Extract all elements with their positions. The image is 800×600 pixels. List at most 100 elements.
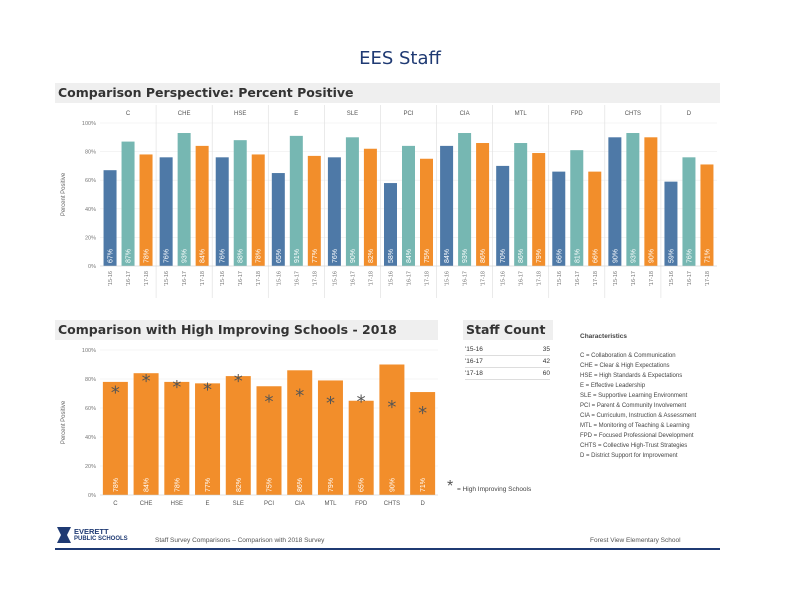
data-label: 76% [164,249,171,263]
characteristic-item: CIA = Curriculum, Instruction & Assessme… [580,413,697,419]
x-tick-label: '15-16 [220,271,226,286]
x-tick-label: CIA [295,501,305,507]
bar [514,143,528,266]
x-tick-label: '16-17 [294,271,300,286]
bar [532,153,546,266]
staff-year: '15-16 [465,346,483,353]
data-label: 86% [518,249,525,263]
chart2: Percent Positive 0% 20% 40% 60% 80% 100% 78% C * 8… [61,348,438,507]
bar [327,157,341,266]
x-tick-label: '15-16 [389,271,395,286]
high-improving-marker: * [111,383,120,404]
y-tick-label: 100% [82,348,96,354]
staff-count-header: Staff Count [463,320,553,340]
x-tick-label: '16-17 [182,271,188,286]
data-label: 93% [182,249,189,263]
bar [164,381,190,495]
x-tick-label: '15-16 [613,271,619,286]
x-tick-label: '17-18 [144,271,150,286]
x-tick-label: '16-17 [238,271,244,286]
y-tick-label: 40% [85,435,96,441]
group-label: E [294,111,298,117]
x-tick-label: MTL [324,501,337,507]
data-label: 75% [424,249,431,263]
bar [410,392,436,495]
staff-count-value: 42 [542,358,550,365]
data-label: 91% [294,249,301,263]
bar [626,133,640,266]
bar [195,145,209,266]
bar [133,373,159,495]
data-label: 84% [144,478,151,492]
panel1-header: Comparison Perspective: Percent Positive [55,83,720,103]
x-tick-label: '17-18 [649,271,655,286]
x-tick-label: C [113,501,118,507]
x-tick-label: '16-17 [407,271,413,286]
footer-divider [55,548,720,550]
group-label: D [687,111,692,117]
data-label: 84% [406,249,413,263]
data-label: 90% [648,249,655,263]
characteristic-item: FPD = Focused Professional Development [580,433,694,439]
footer-right-text: Forest View Elementary School [590,537,681,544]
data-label: 70% [500,249,507,263]
data-label: 78% [174,478,181,492]
data-label: 79% [328,478,335,492]
bar [440,145,454,266]
x-tick-label: '16-17 [463,271,469,286]
x-tick-label: '15-16 [276,271,282,286]
bar [103,170,117,266]
y-tick-label: 60% [85,406,96,412]
x-tick-label: CHTS [384,501,400,507]
x-tick-label: '16-17 [687,271,693,286]
x-tick-label: PCI [264,501,274,507]
x-tick-label: '16-17 [126,271,132,286]
high-improving-marker: * [234,371,243,392]
group-label: CHTS [625,111,641,117]
bar [420,158,433,266]
x-tick-label: '16-17 [575,271,581,286]
data-label: 76% [332,249,339,263]
chart1: Percent Positive 0% 20% 40% 60% 80% 100% C 67% '1… [61,105,717,298]
x-tick-label: '15-16 [669,271,675,286]
data-label: 65% [276,249,283,263]
data-label: 77% [312,249,319,263]
x-tick-label: '17-18 [705,271,711,286]
data-label: 90% [612,249,619,263]
y-tick-label: 80% [85,150,96,156]
bar [588,171,602,266]
bar [317,380,343,495]
x-tick-label: '15-16 [557,271,563,286]
bar [256,386,282,495]
bar [215,157,229,266]
staff-year: '16-17 [465,358,483,365]
high-improving-marker: * [203,380,212,401]
y-axis-label: Percent Positive [61,400,67,444]
x-tick-label: '17-18 [593,271,599,286]
bar [307,155,321,266]
x-tick-label: '15-16 [108,271,114,286]
characteristics-title: Characteristics [580,333,627,340]
bar [496,165,510,266]
logo-mark-icon [57,527,71,543]
group-label: HSE [234,111,246,117]
data-label: 79% [536,249,543,263]
x-tick-label: '16-17 [631,271,637,286]
bar [251,154,265,266]
x-tick-label: CHE [140,501,153,507]
bar [570,150,584,266]
x-tick-label: SLE [233,501,244,507]
group-label: PCI [403,111,413,117]
high-improving-marker: * [326,393,335,414]
data-label: 71% [704,249,711,263]
bar [345,137,359,266]
x-tick-label: '17-18 [481,271,487,286]
asterisk-icon: * [447,478,454,495]
y-tick-label: 20% [85,464,96,470]
bar [102,381,128,495]
characteristic-item: CHE = Clear & High Expectations [580,363,670,369]
y-tick-label: 0% [88,493,96,499]
bar [287,370,313,495]
bar [289,135,303,266]
staff-row: '15-16 35 [465,345,550,356]
